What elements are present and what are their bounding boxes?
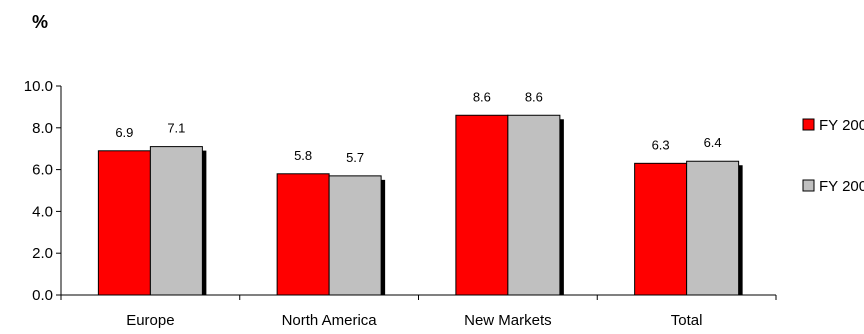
x-tick-label-new-markets: New Markets xyxy=(464,312,552,329)
bar-europe-fy-2005 xyxy=(97,150,151,296)
y-tick-label: 0.0 xyxy=(32,287,53,304)
legend-label-fy-2006: FY 2006 xyxy=(819,178,864,195)
legend-label-fy-2005: FY 2005 xyxy=(819,117,864,134)
x-tick-label-north-america: North America xyxy=(282,312,378,329)
data-label-new-markets-fy-2006: 8.6 xyxy=(525,89,543,104)
bar-north-america-fy-2006 xyxy=(328,175,382,296)
data-label-total-fy-2006: 6.4 xyxy=(704,135,722,150)
y-tick-label: 6.0 xyxy=(32,162,53,179)
bar-total-fy-2005 xyxy=(634,162,688,296)
y-tick-label: 4.0 xyxy=(32,203,53,220)
x-tick-label-total: Total xyxy=(671,312,703,329)
bar-new-markets-fy-2005 xyxy=(455,114,509,296)
data-label-north-america-fy-2005: 5.8 xyxy=(294,148,312,163)
y-tick-label: 2.0 xyxy=(32,245,53,262)
chart-bars xyxy=(97,114,743,296)
data-label-europe-fy-2005: 6.9 xyxy=(115,125,133,140)
chart-data-labels: 6.9 7.1 5.8 5.7 8.6 8.6 6.3 6.4 xyxy=(115,89,721,165)
bar-north-america-fy-2005 xyxy=(276,173,330,296)
legend-swatch-fy-2005 xyxy=(802,118,815,131)
y-tick-label: 10.0 xyxy=(24,78,53,95)
legend-swatch-fy-2006 xyxy=(802,179,815,192)
bar-new-markets-fy-2006 xyxy=(507,114,561,296)
bar-europe-fy-2006 xyxy=(149,146,203,296)
chart-legend: FY 2005 FY 2006 xyxy=(802,117,864,195)
y-tick-label: 8.0 xyxy=(32,120,53,137)
data-label-north-america-fy-2006: 5.7 xyxy=(346,150,364,165)
data-label-europe-fy-2006: 7.1 xyxy=(167,121,185,136)
y-axis-unit-label: % xyxy=(32,12,49,32)
bar-total-fy-2006 xyxy=(686,160,740,296)
x-tick-label-europe: Europe xyxy=(126,312,174,329)
data-label-total-fy-2005: 6.3 xyxy=(652,137,670,152)
data-label-new-markets-fy-2005: 8.6 xyxy=(473,89,491,104)
chart-axes: 0.0 2.0 4.0 6.0 8.0 10.0 Europe North America Ne… xyxy=(24,78,777,329)
